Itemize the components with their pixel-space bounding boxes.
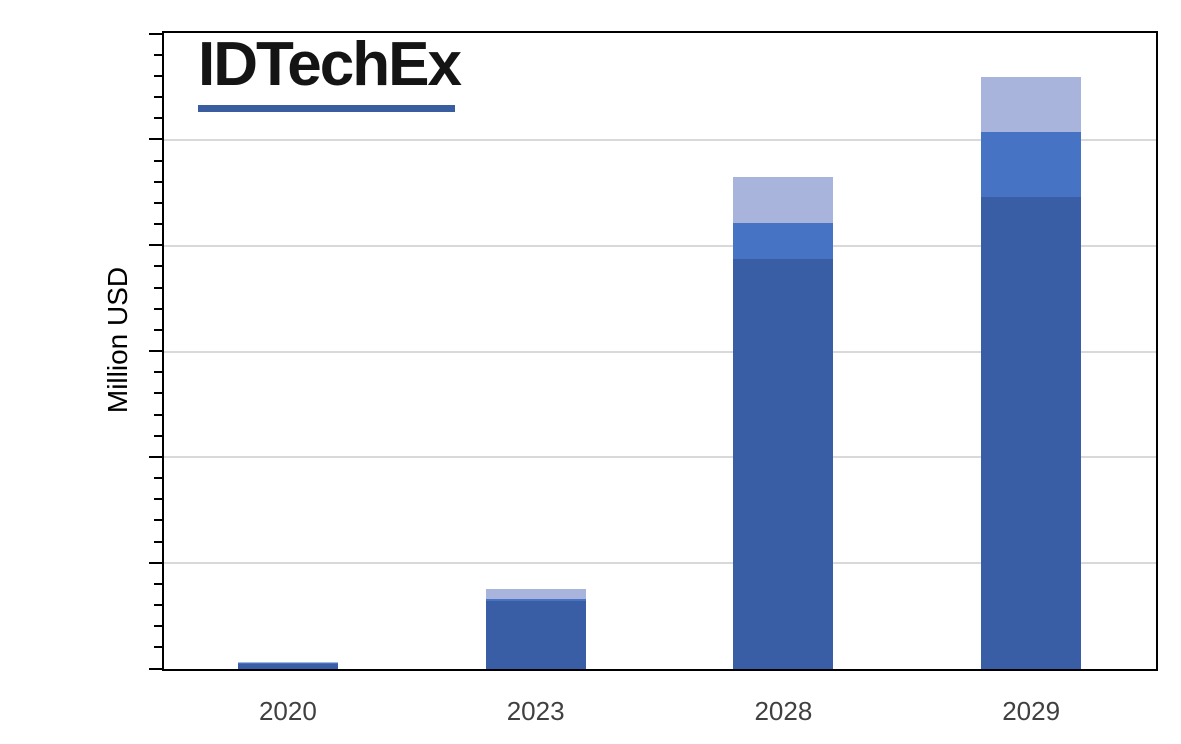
y-axis-minor-tick bbox=[154, 223, 162, 225]
x-label-2020: 2020 bbox=[258, 696, 317, 726]
y-axis-major-tick bbox=[149, 350, 162, 352]
bar-segment-bottom-segment-dark-blue bbox=[981, 196, 1082, 669]
x-label-2023: 2023 bbox=[506, 696, 565, 726]
y-axis-minor-tick bbox=[154, 582, 162, 585]
x-label-2029: 2029 bbox=[1002, 696, 1061, 726]
bar-segment-middle-segment-medium-blue bbox=[485, 599, 586, 602]
bar-segment-middle-segment-medium-blue bbox=[733, 223, 834, 260]
y-axis-minor-tick bbox=[154, 434, 162, 437]
y-axis-minor-tick bbox=[154, 286, 162, 289]
idtechex-logo: IDTechEx bbox=[198, 30, 462, 112]
x-axis-labels: 2020 2023 2028 2029 bbox=[164, 696, 1155, 727]
bar-segment-bottom-segment-dark-blue bbox=[237, 663, 338, 669]
bar-segment-middle-segment-medium-blue bbox=[981, 132, 1082, 197]
logo-underline bbox=[198, 105, 455, 112]
y-axis-minor-tick bbox=[154, 625, 162, 628]
y-axis-minor-tick bbox=[154, 477, 162, 479]
y-axis-minor-tick bbox=[154, 53, 162, 56]
bar-segment-middle-segment-medium-blue bbox=[237, 663, 338, 664]
bar-segment-bottom-segment-dark-blue bbox=[485, 601, 586, 669]
bar-group-2020 bbox=[237, 661, 338, 669]
y-axis-minor-tick bbox=[154, 413, 162, 416]
bar-segment-top-segment-light-blue bbox=[237, 661, 338, 664]
y-axis-major-tick bbox=[149, 561, 162, 564]
y-axis-minor-tick bbox=[154, 519, 162, 522]
y-axis-minor-tick bbox=[154, 646, 162, 649]
bar-segment-top-segment-light-blue bbox=[733, 176, 834, 224]
y-axis-major-tick bbox=[149, 32, 162, 35]
y-axis-minor-tick bbox=[154, 159, 162, 162]
plot-area bbox=[162, 31, 1158, 671]
y-axis-title: Million USD bbox=[102, 266, 133, 414]
y-axis-minor-tick bbox=[154, 392, 162, 395]
gridline bbox=[164, 244, 1156, 247]
y-axis-minor-tick bbox=[154, 540, 162, 543]
y-axis-minor-tick bbox=[154, 307, 162, 310]
gridline bbox=[164, 562, 1156, 565]
bar-segment-bottom-segment-dark-blue bbox=[733, 259, 834, 669]
y-axis-minor-tick bbox=[154, 180, 162, 183]
y-axis-minor-tick bbox=[154, 117, 162, 120]
gridline bbox=[164, 138, 1156, 141]
logo-text: IDTechEx bbox=[198, 30, 462, 99]
gridline bbox=[164, 350, 1156, 353]
bar-segment-top-segment-light-blue bbox=[485, 588, 586, 600]
y-axis-major-tick bbox=[149, 138, 162, 141]
y-axis-minor-tick bbox=[154, 328, 162, 331]
y-axis-minor-tick bbox=[154, 604, 162, 606]
y-axis-minor-tick bbox=[154, 96, 162, 98]
y-axis-minor-tick bbox=[154, 74, 162, 77]
y-axis-major-tick bbox=[149, 244, 162, 247]
bar-segment-top-segment-light-blue bbox=[981, 77, 1082, 133]
x-label-2028: 2028 bbox=[754, 696, 813, 726]
y-axis-minor-tick bbox=[154, 498, 162, 501]
y-axis-minor-tick bbox=[154, 371, 162, 374]
bar-group-2028 bbox=[733, 176, 834, 669]
bar-group-2029 bbox=[981, 77, 1082, 669]
y-axis-major-tick bbox=[149, 455, 162, 458]
y-axis-minor-tick bbox=[154, 201, 162, 204]
y-axis-minor-tick bbox=[154, 265, 162, 268]
y-axis-major-tick bbox=[149, 667, 162, 670]
gridline bbox=[164, 456, 1156, 459]
bar-group-2023 bbox=[485, 588, 586, 669]
